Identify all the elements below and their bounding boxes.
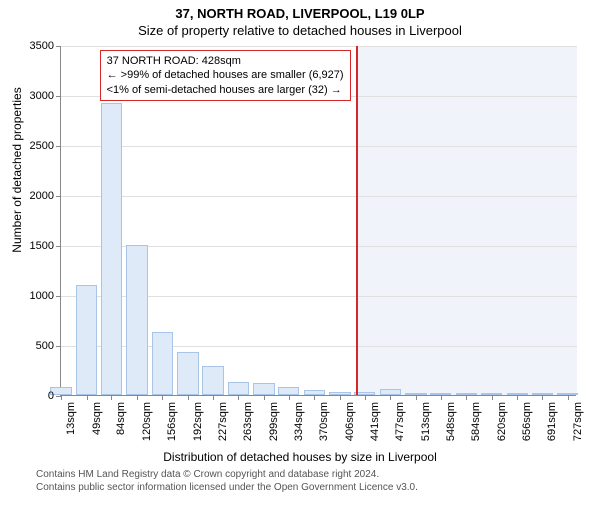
- xtick-label: 656sqm: [521, 402, 533, 441]
- xtick-mark: [61, 395, 62, 400]
- xtick-label: 299sqm: [268, 402, 280, 441]
- xtick-label: 156sqm: [166, 402, 178, 441]
- shaded-region: [356, 46, 577, 395]
- xtick-mark: [441, 395, 442, 400]
- ytick-mark: [56, 246, 61, 247]
- xtick-mark: [466, 395, 467, 400]
- ytick-mark: [56, 196, 61, 197]
- xtick-label: 13sqm: [65, 402, 77, 435]
- ytick-label: 3500: [14, 40, 54, 52]
- xtick-label: 727sqm: [572, 402, 584, 441]
- xtick-label: 477sqm: [394, 402, 406, 441]
- callout-line: 37 NORTH ROAD: 428sqm: [107, 54, 344, 68]
- gridline: [61, 196, 577, 197]
- chart-area: 13sqm49sqm84sqm120sqm156sqm192sqm227sqm2…: [60, 46, 576, 396]
- y-axis-label: Number of detached properties: [10, 20, 24, 320]
- footer-line-2: Contains public sector information licen…: [36, 481, 600, 494]
- xtick-label: 49sqm: [91, 402, 103, 435]
- ytick-mark: [56, 296, 61, 297]
- footer-line-1: Contains HM Land Registry data © Crown c…: [36, 468, 600, 481]
- xtick-label: 548sqm: [445, 402, 457, 441]
- histogram-bar: [177, 352, 198, 395]
- xtick-label: 192sqm: [192, 402, 204, 441]
- xtick-mark: [213, 395, 214, 400]
- xtick-label: 227sqm: [217, 402, 229, 441]
- xtick-mark: [542, 395, 543, 400]
- ytick-label: 1500: [14, 240, 54, 252]
- xtick-label: 370sqm: [318, 402, 330, 441]
- xtick-label: 441sqm: [369, 402, 381, 441]
- histogram-bar: [202, 366, 223, 396]
- callout-line: <1% of semi-detached houses are larger (…: [107, 83, 344, 97]
- xtick-mark: [162, 395, 163, 400]
- gridline: [61, 46, 577, 47]
- xtick-label: 584sqm: [470, 402, 482, 441]
- callout-line: ← >99% of detached houses are smaller (6…: [107, 68, 344, 82]
- xtick-label: 120sqm: [141, 402, 153, 441]
- marker-line: [356, 46, 358, 395]
- histogram-bar: [76, 285, 97, 395]
- histogram-bar: [253, 383, 274, 395]
- xtick-mark: [340, 395, 341, 400]
- xtick-label: 334sqm: [293, 402, 305, 441]
- xtick-label: 691sqm: [546, 402, 558, 441]
- xtick-label: 513sqm: [420, 402, 432, 441]
- xtick-mark: [390, 395, 391, 400]
- xtick-mark: [111, 395, 112, 400]
- title-main: 37, NORTH ROAD, LIVERPOOL, L19 0LP: [0, 6, 600, 21]
- xtick-label: 84sqm: [115, 402, 127, 435]
- ytick-label: 1000: [14, 290, 54, 302]
- ytick-label: 0: [14, 390, 54, 402]
- xtick-mark: [314, 395, 315, 400]
- xtick-mark: [238, 395, 239, 400]
- histogram-bar: [278, 387, 299, 395]
- title-sub: Size of property relative to detached ho…: [0, 23, 600, 38]
- xtick-mark: [87, 395, 88, 400]
- xtick-mark: [289, 395, 290, 400]
- ytick-label: 2000: [14, 190, 54, 202]
- histogram-bar: [228, 382, 249, 395]
- histogram-bar: [101, 103, 122, 395]
- histogram-bar: [152, 332, 173, 395]
- xtick-mark: [517, 395, 518, 400]
- xtick-mark: [365, 395, 366, 400]
- x-axis-label: Distribution of detached houses by size …: [0, 450, 600, 464]
- plot-area: 13sqm49sqm84sqm120sqm156sqm192sqm227sqm2…: [60, 46, 576, 396]
- xtick-mark: [492, 395, 493, 400]
- gridline: [61, 146, 577, 147]
- ytick-label: 3000: [14, 90, 54, 102]
- ytick-mark: [56, 146, 61, 147]
- xtick-mark: [188, 395, 189, 400]
- ytick-label: 500: [14, 340, 54, 352]
- xtick-label: 263sqm: [242, 402, 254, 441]
- xtick-mark: [416, 395, 417, 400]
- histogram-bar: [126, 245, 147, 395]
- ytick-mark: [56, 96, 61, 97]
- ytick-mark: [56, 46, 61, 47]
- ytick-label: 2500: [14, 140, 54, 152]
- xtick-label: 620sqm: [496, 402, 508, 441]
- xtick-mark: [568, 395, 569, 400]
- callout-box: 37 NORTH ROAD: 428sqm← >99% of detached …: [100, 50, 351, 101]
- xtick-mark: [264, 395, 265, 400]
- footer: Contains HM Land Registry data © Crown c…: [36, 468, 600, 494]
- xtick-mark: [137, 395, 138, 400]
- ytick-mark: [56, 346, 61, 347]
- xtick-label: 406sqm: [344, 402, 356, 441]
